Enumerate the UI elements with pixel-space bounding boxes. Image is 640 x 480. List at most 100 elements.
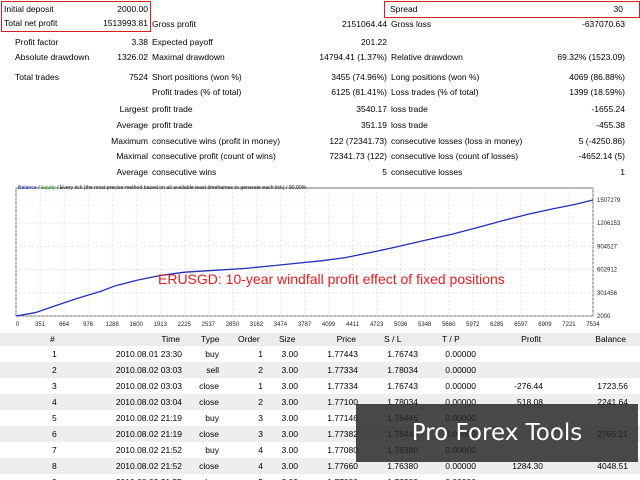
row-time: 2010.08.02 21:55 — [116, 474, 182, 480]
table-row[interactable]: 3 2010.08.02 03:03 close 1 3.00 1.77334 1.7674… — [0, 378, 640, 394]
x-tick-label: 4411 — [346, 322, 360, 328]
row-sl: 1.78034 — [387, 397, 418, 407]
x-tick-label: 6285 — [490, 322, 504, 328]
row-time: 2010.08.02 03:04 — [115, 397, 182, 407]
watermark-text: Pro Forex Tools — [411, 420, 583, 446]
average-consecutive-label: Average — [116, 167, 148, 177]
balance-chart: 1507279 1206153 904527 602912 301456 2000 0 35… — [0, 181, 640, 333]
maximal-profit-label: consecutive profit (count of wins) — [152, 151, 276, 161]
row-order: 2 — [258, 397, 263, 407]
initial-deposit-value: 2000.00 — [117, 4, 148, 14]
x-tick-label: 664 — [59, 322, 70, 328]
row-order: 4 — [258, 445, 263, 455]
col-size: Size — [279, 334, 296, 344]
maximum-losses-label: consecutive losses (loss in money) — [391, 136, 523, 146]
table-row[interactable]: 1 2010.08.01 23:30 buy 1 3.00 1.77443 1.76743 0… — [0, 346, 640, 362]
maximum-wins-label: consecutive wins (profit in money) — [152, 136, 281, 146]
largest-loss-value: -1655.24 — [591, 104, 625, 114]
col-price: Price — [336, 334, 356, 344]
table-row[interactable]: 8 2010.08.02 21:52 close 4 3.00 1.77660 1.7638… — [0, 458, 640, 474]
table-row[interactable]: 2 2010.08.02 03:03 sell 2 3.00 1.77334 1.78034… — [0, 362, 640, 378]
gross-loss-value: -637070.63 — [581, 19, 625, 29]
short-positions-value: 3455 (74.96%) — [331, 72, 387, 82]
col-number: # — [50, 334, 55, 344]
legend-description: / Every tick (the most precise method ba… — [56, 185, 307, 191]
row-time: 2010.08.02 21:19 — [115, 413, 182, 423]
row-size: 3.00 — [281, 365, 298, 375]
average-loss-label: loss trade — [391, 120, 428, 130]
row-type: close — [199, 429, 219, 439]
y-tick-label: 1507279 — [597, 198, 621, 204]
row-size: 3.00 — [281, 429, 298, 439]
row-order: 2 — [258, 365, 263, 375]
row-price: 1.77660 — [327, 461, 358, 471]
profit-trades-value: 6125 (81.41%) — [331, 87, 387, 97]
row-type: buy — [205, 349, 219, 359]
row-tp: 0.00000 — [445, 474, 476, 480]
profit-factor-value: 3.38 — [131, 37, 148, 47]
row-price: 1.77080 — [327, 474, 358, 480]
balance-series-line — [15, 199, 594, 317]
row-price: 1.77443 — [327, 349, 358, 359]
y-tick-label: 301456 — [597, 291, 618, 297]
row-balance: 4048.51 — [597, 461, 628, 471]
chart-legend: Balance / Equity / Every tick (the most … — [18, 185, 307, 191]
average-consecutive-losses-label: consecutive losses — [391, 167, 463, 177]
row-time: 2010.08.02 03:03 — [115, 365, 182, 375]
maximal-loss-value: -4652.14 (5) — [578, 151, 625, 161]
table-row[interactable]: 9 2010.08.02 21:55 buy 5 3.00 1.77080 1.76380 0… — [0, 474, 640, 480]
maximal-drawdown-value: 14794.41 (1.37%) — [319, 52, 387, 62]
row-order: 1 — [258, 349, 263, 359]
row-number: 2 — [52, 365, 57, 375]
row-tp: 0.00000 — [445, 381, 476, 391]
y-tick-label: 1206153 — [597, 221, 621, 227]
row-tp: 0.00000 — [445, 349, 476, 359]
absolute-drawdown-label: Absolute drawdown — [15, 52, 90, 62]
relative-drawdown-value: 69.32% (1523.09) — [557, 52, 625, 62]
row-time: 2010.08.02 21:19 — [115, 429, 182, 439]
average-label: Average — [116, 120, 148, 130]
row-type: close — [199, 397, 219, 407]
col-profit: Profit — [521, 334, 541, 344]
row-sl: 1.78034 — [387, 365, 418, 375]
row-order: 5 — [258, 474, 263, 480]
total-trades-label: Total trades — [15, 72, 59, 82]
y-tick-label: 602912 — [597, 268, 618, 274]
initial-deposit-label: Initial deposit — [4, 4, 54, 14]
row-size: 3.00 — [281, 397, 298, 407]
row-type: sell — [206, 365, 219, 375]
x-tick-label: 5036 — [394, 322, 408, 328]
row-size: 3.00 — [281, 445, 298, 455]
row-balance: 2241.64 — [597, 397, 628, 407]
x-tick-label: 3474 — [274, 322, 288, 328]
trades-table: # Time Type Order Size Price S / L T / P… — [0, 333, 640, 480]
profit-factor-label: Profit factor — [15, 37, 59, 47]
legend-balance: Balance — [18, 185, 37, 191]
row-time: 2010.08.01 23:30 — [115, 349, 182, 359]
average-profit-label: profit trade — [152, 120, 193, 130]
y-tick-label: 2000 — [597, 314, 611, 320]
x-tick-label: 2537 — [202, 322, 216, 328]
long-positions-value: 4069 (86.88%) — [569, 72, 625, 82]
chart-grid — [15, 188, 594, 317]
spread-highlight — [384, 1, 640, 18]
row-order: 4 — [258, 461, 263, 471]
row-sl: 1.76743 — [387, 381, 418, 391]
average-profit-value: 351.19 — [361, 120, 387, 130]
row-type: buy — [205, 474, 219, 480]
x-tick-label: 7534 — [586, 322, 600, 328]
y-tick-label: 904527 — [597, 244, 618, 250]
spread-label: Spread — [390, 4, 418, 14]
row-balance: 1723.56 — [597, 381, 628, 391]
row-type: close — [199, 461, 219, 471]
row-number: 9 — [52, 474, 57, 480]
row-price: 1.77080 — [327, 445, 358, 455]
row-price: 1.77334 — [327, 381, 358, 391]
row-size: 3.00 — [281, 461, 298, 471]
x-tick-label: 351 — [35, 322, 46, 328]
row-price: 1.77382 — [327, 429, 358, 439]
absolute-drawdown-value: 1326.02 — [117, 52, 148, 62]
col-time: Time — [161, 334, 180, 344]
chart-overlay-caption: ERUSGD: 10-year windfall profit effect o… — [158, 271, 505, 287]
row-time: 2010.08.02 21:52 — [115, 445, 182, 455]
